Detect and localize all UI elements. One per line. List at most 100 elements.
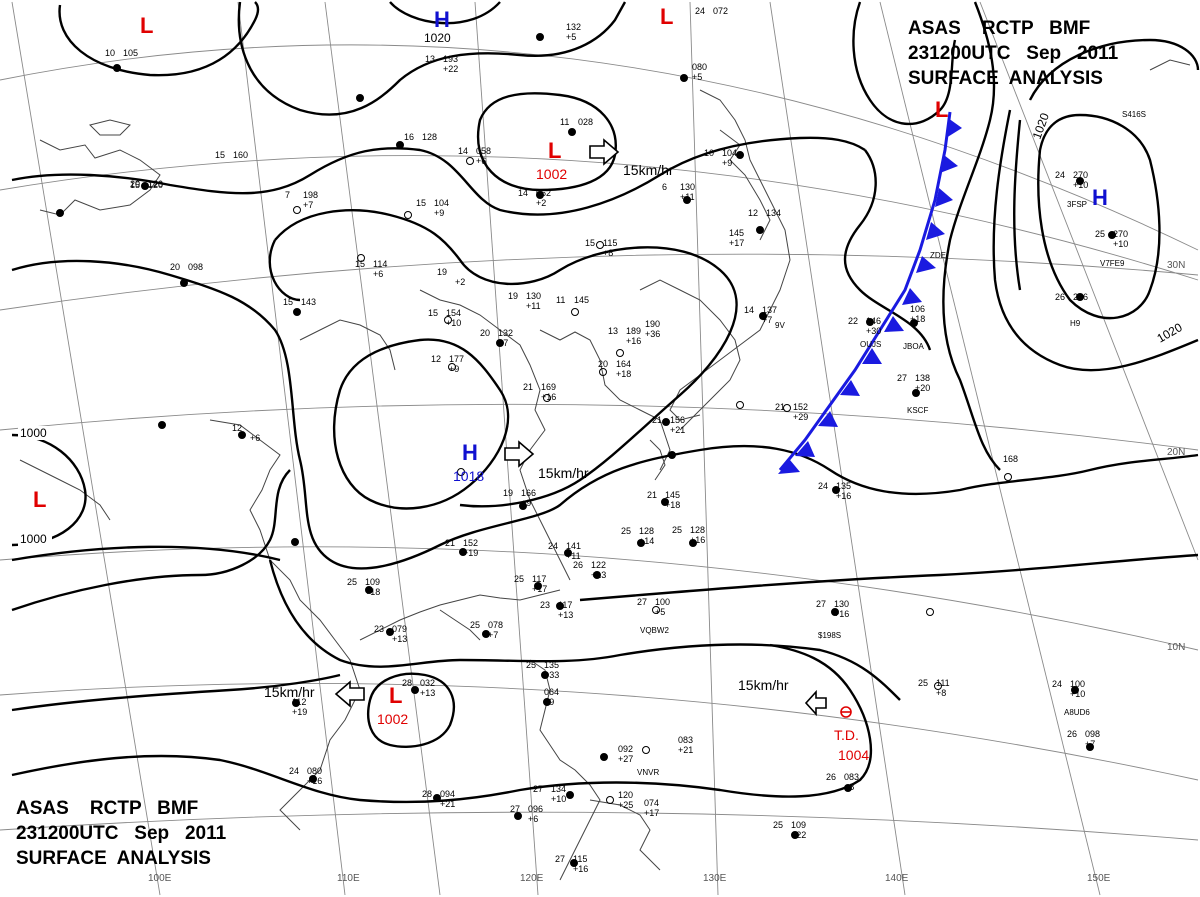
header-line-2: 231200UTC Sep 2011 bbox=[908, 43, 1119, 64]
station-tendency: +6 bbox=[373, 269, 383, 279]
grid-labels: 30N 20N 10N 100E 110E 120E 130E 140E 150… bbox=[148, 260, 1185, 884]
station-tendency: +19 bbox=[292, 707, 307, 717]
coast-south-china bbox=[359, 589, 561, 641]
station-mark bbox=[844, 784, 852, 792]
footer-line-2: 231200UTC Sep 2011 bbox=[16, 823, 227, 844]
station-tendency: +11 bbox=[566, 551, 581, 561]
station-tendency: +36 bbox=[645, 329, 660, 339]
station-pressure: 074 bbox=[644, 798, 659, 808]
station-mark bbox=[791, 831, 799, 839]
station-tendency: +9 bbox=[722, 158, 732, 168]
station-temp: 27 bbox=[555, 854, 565, 864]
station-tendency: +18 bbox=[910, 314, 925, 324]
station-tendency: +9 bbox=[521, 498, 531, 508]
station-tendency: +10 bbox=[1073, 180, 1088, 190]
station-temp: 24 bbox=[818, 481, 828, 491]
station-mark bbox=[293, 206, 301, 214]
station-pressure: 120 bbox=[148, 179, 163, 189]
station-tendency: +10 bbox=[551, 794, 566, 804]
isobar-pacific-band bbox=[579, 553, 1199, 602]
isobars bbox=[11, 1, 1200, 804]
ship-code-label: 9V bbox=[775, 321, 785, 330]
parallel-0n bbox=[0, 682, 1199, 781]
station-temp: 12 bbox=[748, 208, 758, 218]
station-pressure: 104 bbox=[434, 198, 449, 208]
lon-label-130e: 130E bbox=[703, 873, 727, 884]
ship-codes: 3FSP V7FE9 H9 OUJS JBOA KSCF S416S VQBW2… bbox=[637, 110, 1146, 777]
station-temp: 15 bbox=[428, 308, 438, 318]
station-mark bbox=[683, 196, 691, 204]
low-center-mongolia-value: 1002 bbox=[536, 166, 567, 182]
station-pressure: 190 bbox=[645, 319, 660, 329]
station-mark bbox=[56, 209, 64, 217]
station-tendency: +7 bbox=[488, 630, 498, 640]
arrow-td bbox=[804, 689, 827, 717]
station-pressure: 132 bbox=[566, 22, 581, 32]
isobar-ne-low bbox=[852, 1, 957, 125]
station-mark bbox=[831, 608, 839, 616]
arrow-sw-low bbox=[334, 680, 365, 708]
front-tri-7 bbox=[884, 316, 904, 332]
station-temp: 20 bbox=[598, 359, 608, 369]
station-temp: 19 bbox=[508, 291, 518, 301]
lon-label-150e: 150E bbox=[1087, 873, 1111, 884]
lon-label-120e: 120E bbox=[520, 873, 544, 884]
station-temp: 15 bbox=[283, 297, 293, 307]
station-mark bbox=[496, 339, 504, 347]
station-mark bbox=[759, 312, 767, 320]
station-mark bbox=[1076, 293, 1084, 301]
cold-front-triangles bbox=[778, 118, 962, 474]
station-pressure: 115 bbox=[603, 238, 617, 248]
high-center-east: H bbox=[1092, 185, 1108, 210]
ship-code-label: $198S bbox=[818, 631, 841, 640]
front-tri-2 bbox=[940, 155, 958, 173]
station-temp: 25 bbox=[918, 678, 928, 688]
station-mark bbox=[158, 421, 166, 429]
station-pressure: 146 bbox=[866, 316, 881, 326]
station-tendency: +7 bbox=[303, 200, 313, 210]
ship-code-label: S416S bbox=[1122, 110, 1146, 119]
station-tendency: +17 bbox=[532, 584, 547, 594]
coast-inland bbox=[299, 319, 396, 371]
station-tendency: +22 bbox=[443, 64, 458, 74]
station-temp: 16 bbox=[404, 132, 414, 142]
station-mark bbox=[386, 628, 394, 636]
station-mark bbox=[652, 606, 660, 614]
station-mark bbox=[141, 182, 149, 190]
front-tri-9 bbox=[840, 380, 860, 396]
lat-label-10n: 10N bbox=[1167, 642, 1185, 653]
station-pressure: 114 bbox=[373, 259, 387, 269]
station-temp: 24 bbox=[548, 541, 558, 551]
station-pressure: 130 bbox=[526, 291, 541, 301]
station-temp: 6 bbox=[662, 182, 667, 192]
station-tendency: +29 bbox=[793, 412, 808, 422]
station-temp: 25 bbox=[621, 526, 631, 536]
station-mark bbox=[783, 404, 791, 412]
station-pressure: 083 bbox=[678, 735, 693, 745]
isobar-sw-band bbox=[11, 469, 291, 612]
station-mark bbox=[466, 157, 474, 165]
station-mark bbox=[1071, 686, 1079, 694]
high-center-china-value: 1018 bbox=[453, 468, 484, 484]
station-pressure: 078 bbox=[488, 620, 503, 630]
station-temp: 14 bbox=[458, 146, 468, 156]
station-tendency: +11 bbox=[526, 301, 541, 311]
front-tri-11 bbox=[795, 441, 815, 457]
station-tendency: +21 bbox=[670, 425, 685, 435]
movement-label-td: 15km/hr bbox=[738, 677, 789, 693]
coast-mindanao bbox=[589, 799, 661, 871]
station-pressure: 156 bbox=[670, 415, 685, 425]
ship-code-label: A8UD6 bbox=[1064, 708, 1090, 717]
station-pressure: 100 bbox=[1070, 679, 1085, 689]
station-pressure: 098 bbox=[1085, 729, 1100, 739]
station-tendency: +6 bbox=[250, 433, 260, 443]
coast-korea bbox=[539, 329, 671, 471]
station-pressure: 134 bbox=[551, 784, 566, 794]
station-mark bbox=[606, 796, 614, 804]
coast-ne bbox=[1149, 59, 1191, 71]
station-pressure: 166 bbox=[521, 488, 536, 498]
isobar-east-high-inner bbox=[1037, 113, 1161, 320]
station-mark bbox=[934, 682, 942, 690]
station-tendency: +20 bbox=[915, 383, 930, 393]
lon-label-140e: 140E bbox=[885, 873, 909, 884]
